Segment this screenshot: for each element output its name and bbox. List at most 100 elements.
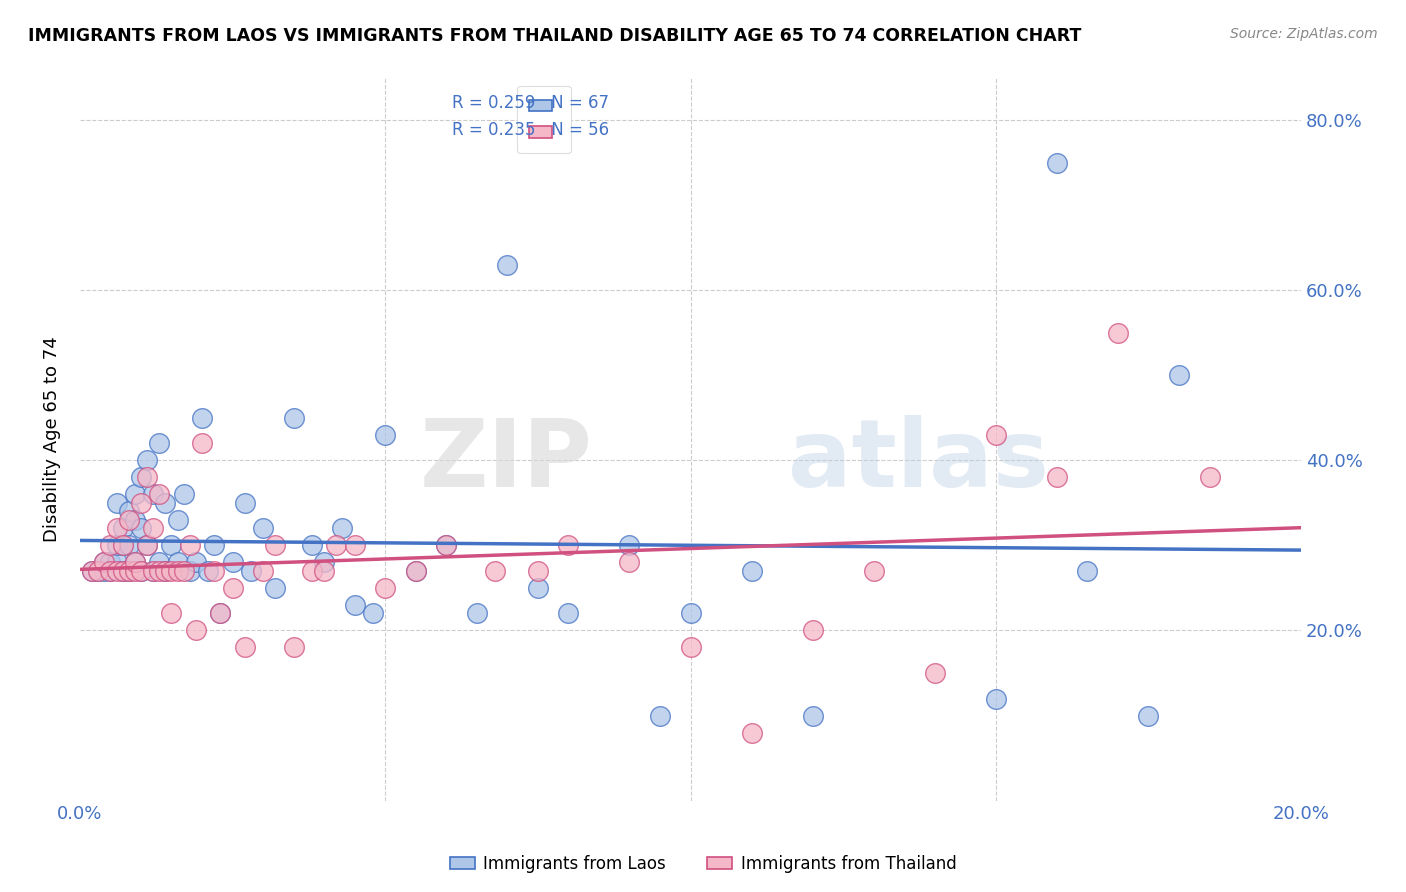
Point	[314, 555, 336, 569]
Point	[100, 564, 122, 578]
Point	[166, 513, 188, 527]
Point	[136, 470, 159, 484]
Point	[314, 564, 336, 578]
Point	[111, 521, 134, 535]
Point	[184, 555, 207, 569]
Point	[325, 538, 347, 552]
Y-axis label: Disability Age 65 to 74: Disability Age 65 to 74	[44, 336, 60, 542]
Point	[1198, 470, 1220, 484]
Point	[136, 538, 159, 552]
Point	[862, 564, 884, 578]
Point	[118, 538, 141, 552]
Point	[93, 555, 115, 569]
Point	[142, 564, 165, 578]
Point	[283, 410, 305, 425]
Point	[160, 607, 183, 621]
Point	[221, 555, 243, 569]
Point	[160, 564, 183, 578]
Point	[1168, 368, 1191, 383]
Point	[105, 564, 128, 578]
Point	[184, 624, 207, 638]
Point	[105, 555, 128, 569]
Point	[148, 555, 170, 569]
Point	[619, 555, 641, 569]
Point	[619, 538, 641, 552]
Point	[118, 564, 141, 578]
Point	[80, 564, 103, 578]
Point	[136, 538, 159, 552]
Point	[136, 453, 159, 467]
Point	[557, 538, 579, 552]
Point	[301, 538, 323, 552]
Point	[166, 564, 188, 578]
Point	[434, 538, 457, 552]
Point	[741, 725, 763, 739]
Point	[100, 555, 122, 569]
Point	[148, 564, 170, 578]
Point	[166, 555, 188, 569]
Point	[679, 640, 702, 655]
Point	[434, 538, 457, 552]
Point	[496, 258, 519, 272]
Point	[252, 521, 274, 535]
Point	[118, 513, 141, 527]
Point	[343, 538, 366, 552]
Point	[148, 436, 170, 450]
Legend: Immigrants from Laos, Immigrants from Thailand: Immigrants from Laos, Immigrants from Th…	[443, 848, 963, 880]
Point	[233, 640, 256, 655]
Point	[209, 607, 232, 621]
Point	[111, 538, 134, 552]
Point	[142, 487, 165, 501]
Point	[1076, 564, 1098, 578]
Point	[129, 521, 152, 535]
Text: IMMIGRANTS FROM LAOS VS IMMIGRANTS FROM THAILAND DISABILITY AGE 65 TO 74 CORRELA: IMMIGRANTS FROM LAOS VS IMMIGRANTS FROM …	[28, 27, 1081, 45]
Point	[252, 564, 274, 578]
Point	[160, 538, 183, 552]
Point	[209, 607, 232, 621]
Point	[100, 538, 122, 552]
Point	[105, 538, 128, 552]
Point	[264, 538, 287, 552]
Point	[465, 607, 488, 621]
Legend: , : ,	[517, 86, 571, 153]
Point	[679, 607, 702, 621]
Point	[129, 564, 152, 578]
Point	[124, 487, 146, 501]
Point	[173, 564, 195, 578]
Point	[129, 564, 152, 578]
Point	[191, 436, 214, 450]
Point	[118, 564, 141, 578]
Point	[155, 496, 177, 510]
Point	[118, 504, 141, 518]
Point	[179, 538, 201, 552]
Point	[527, 581, 550, 595]
Point	[202, 564, 225, 578]
Point	[155, 564, 177, 578]
Point	[105, 496, 128, 510]
Point	[332, 521, 354, 535]
Point	[93, 564, 115, 578]
Point	[527, 564, 550, 578]
Point	[741, 564, 763, 578]
Point	[374, 581, 396, 595]
Point	[924, 665, 946, 680]
Point	[801, 708, 824, 723]
Point	[142, 564, 165, 578]
Point	[124, 513, 146, 527]
Point	[361, 607, 384, 621]
Point	[301, 564, 323, 578]
Point	[1046, 470, 1069, 484]
Point	[197, 564, 219, 578]
Point	[1107, 326, 1129, 340]
Point	[801, 624, 824, 638]
Point	[179, 564, 201, 578]
Point	[1137, 708, 1160, 723]
Point	[87, 564, 110, 578]
Text: Source: ZipAtlas.com: Source: ZipAtlas.com	[1230, 27, 1378, 41]
Point	[111, 564, 134, 578]
Point	[202, 538, 225, 552]
Point	[191, 410, 214, 425]
Point	[484, 564, 506, 578]
Point	[984, 427, 1007, 442]
Point	[984, 691, 1007, 706]
